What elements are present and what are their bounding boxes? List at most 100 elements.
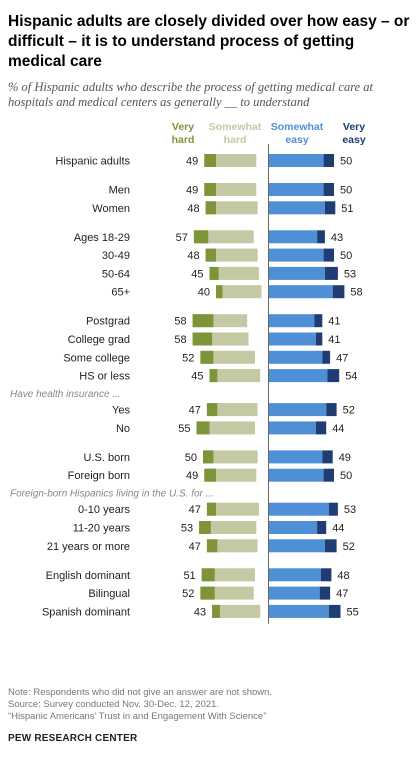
bar-very-hard [200, 586, 215, 600]
value-net-easy: 41 [328, 334, 340, 346]
bar-very-easy [328, 604, 341, 618]
bar-very-easy [323, 468, 334, 482]
value-net-easy: 52 [343, 405, 355, 417]
bar-somewhat-easy [269, 183, 324, 196]
value-net-easy: 47 [336, 588, 348, 600]
value-net-easy: 44 [332, 423, 344, 435]
bar-very-hard [201, 568, 215, 582]
value-net-easy: 50 [340, 156, 352, 168]
value-net-hard: 57 [176, 232, 188, 244]
bar-somewhat-easy [269, 285, 333, 299]
section-header: Foreign-born Hispanics living in the U.S… [10, 489, 214, 500]
value-net-easy: 49 [339, 452, 351, 464]
bar-somewhat-easy [269, 266, 325, 280]
bar-somewhat-easy [269, 521, 318, 534]
bar-very-easy [323, 183, 334, 196]
note-text: Note: Respondents who did not give an an… [8, 687, 273, 698]
row-label: English dominant [46, 570, 130, 582]
bar-very-easy [323, 154, 334, 167]
bar-somewhat-easy [269, 568, 321, 582]
bar-somewhat-easy [269, 314, 315, 328]
bar-very-easy [314, 314, 323, 328]
value-net-easy: 44 [332, 523, 344, 535]
bar-somewhat-easy [269, 502, 329, 516]
section-header: Have health insurance ... [10, 389, 121, 400]
pew-brand: PEW RESEARCH CENTER [8, 733, 138, 744]
bar-very-easy [327, 369, 340, 383]
bar-very-hard [204, 468, 216, 482]
bar-somewhat-hard [206, 539, 258, 553]
row-label: Spanish dominant [42, 606, 130, 618]
bar-somewhat-hard [196, 421, 255, 435]
value-net-hard: 40 [198, 287, 210, 299]
bar-very-hard [205, 248, 216, 262]
bar-somewhat-hard [205, 248, 258, 262]
bar-somewhat-easy [269, 332, 316, 346]
value-net-hard: 43 [194, 606, 206, 618]
value-net-easy: 53 [344, 504, 356, 516]
chart-subtitle: % of Hispanic adults who describe the pr… [8, 80, 373, 109]
value-net-hard: 53 [181, 523, 193, 535]
bar-very-easy [332, 285, 345, 299]
value-net-hard: 52 [182, 352, 194, 364]
bar-very-hard [192, 314, 214, 328]
bar-somewhat-easy [269, 350, 323, 364]
value-net-hard: 49 [186, 185, 198, 197]
bar-very-hard [206, 502, 216, 516]
row-label: No [116, 423, 130, 435]
value-net-hard: 49 [186, 470, 198, 482]
bar-very-easy [324, 266, 338, 280]
bar-very-hard [206, 539, 218, 553]
bar-very-easy [317, 521, 327, 534]
bar-somewhat-hard [205, 201, 258, 215]
value-net-easy: 50 [340, 185, 352, 197]
row-label: Foreign born [68, 470, 130, 482]
bar-very-easy [319, 586, 331, 600]
bar-somewhat-easy [269, 230, 318, 244]
row-label: HS or less [79, 371, 130, 383]
row-label: Yes [112, 405, 130, 417]
row-label: 65+ [111, 287, 130, 299]
row-label: 30-49 [102, 250, 130, 262]
row-label: Some college [63, 352, 130, 364]
value-net-easy: 53 [344, 268, 356, 280]
bar-somewhat-easy [269, 403, 327, 417]
row-label: College grad [68, 334, 130, 346]
bar-somewhat-hard [204, 468, 257, 482]
bar-very-easy [324, 539, 337, 553]
bar-somewhat-hard [193, 230, 254, 244]
footer-notes: Note: Respondents who did not give an an… [8, 687, 414, 723]
legend-very-easy: easy [342, 134, 366, 146]
value-net-hard: 47 [189, 541, 201, 553]
value-net-hard: 58 [174, 316, 186, 328]
legend-somewhat-easy: Somewhat [271, 121, 324, 133]
legend-somewhat-hard: hard [224, 134, 247, 146]
legend-somewhat-easy: easy [285, 134, 309, 146]
report-text: “Hispanic Americans’ Trust in and Engage… [8, 711, 267, 722]
bar-very-easy [315, 332, 323, 346]
bar-very-hard [196, 421, 210, 435]
bar-somewhat-hard [200, 350, 255, 364]
legend-very-hard: Very [172, 121, 194, 133]
bar-somewhat-hard [212, 604, 261, 618]
bar-very-hard [216, 285, 223, 299]
row-label: Women [92, 203, 130, 215]
value-net-hard: 49 [186, 156, 198, 168]
bar-very-hard [204, 183, 216, 196]
bar-somewhat-easy [269, 421, 316, 435]
source-text: Source: Survey conducted Nov. 30-Dec. 12… [8, 699, 220, 710]
bar-very-easy [317, 230, 325, 244]
bar-somewhat-hard [206, 403, 258, 417]
bar-somewhat-easy [269, 468, 324, 482]
bar-very-hard [204, 154, 216, 167]
legend-very-easy: Very [343, 121, 365, 133]
bar-very-hard [203, 450, 214, 464]
bar-somewhat-easy [269, 604, 329, 618]
bar-very-easy [315, 421, 327, 435]
bar-very-hard [192, 332, 213, 346]
row-label: Men [109, 185, 130, 197]
bar-very-easy [328, 502, 338, 516]
value-net-hard: 45 [191, 371, 203, 383]
row-label: Ages 18-29 [74, 232, 130, 244]
